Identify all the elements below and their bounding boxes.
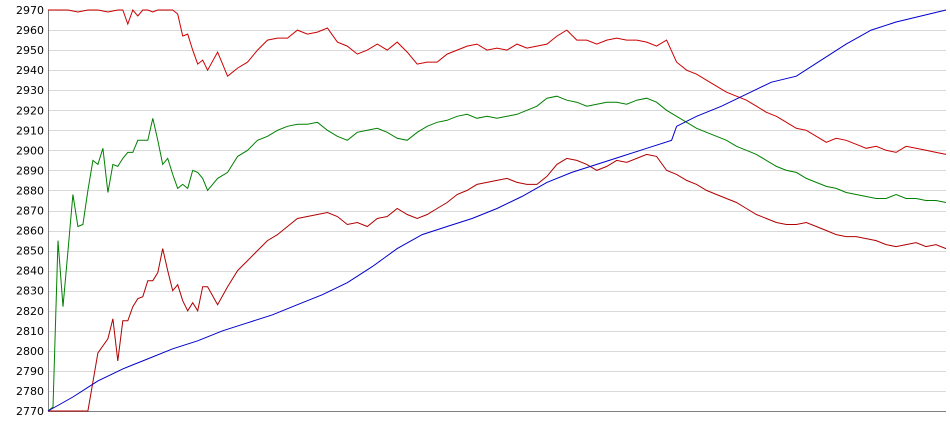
- y-tick-label-2880: 2880: [16, 184, 44, 197]
- y-tick-label-2970: 2970: [16, 4, 44, 17]
- y-tick-label-2890: 2890: [16, 164, 44, 177]
- y-tick-label-2810: 2810: [16, 325, 44, 338]
- y-tick-label-2820: 2820: [16, 305, 44, 318]
- series-line-1: [48, 9, 947, 155]
- y-tick-label-2850: 2850: [16, 245, 44, 258]
- y-tick-label-2800: 2800: [16, 345, 44, 358]
- y-axis-tick-labels: 2770 2780 2790 2800 2810 2820 2830 2840 2850 2860…: [16, 4, 44, 418]
- series-line-4: [47, 9, 947, 412]
- y-tick-label-2920: 2920: [16, 104, 44, 117]
- y-tick-label-2860: 2860: [16, 225, 44, 238]
- y-tick-label-2950: 2950: [16, 44, 44, 57]
- y-tick-label-2840: 2840: [16, 265, 44, 278]
- y-tick-label-2770: 2770: [16, 405, 44, 418]
- series-lines: [47, 9, 947, 412]
- y-tick-label-2830: 2830: [16, 285, 44, 298]
- y-tick-label-2960: 2960: [16, 24, 44, 37]
- y-tick-label-2910: 2910: [16, 124, 44, 137]
- y-tick-label-2900: 2900: [16, 144, 44, 157]
- axes: [48, 10, 946, 412]
- series-line-2: [47, 95, 947, 412]
- y-tick-label-2940: 2940: [16, 64, 44, 77]
- y-tick-label-2870: 2870: [16, 205, 44, 218]
- series-line-3: [48, 153, 947, 412]
- gridlines: [48, 10, 946, 412]
- y-tick-label-2930: 2930: [16, 84, 44, 97]
- y-tick-label-2780: 2780: [16, 385, 44, 398]
- y-tick-label-2790: 2790: [16, 365, 44, 378]
